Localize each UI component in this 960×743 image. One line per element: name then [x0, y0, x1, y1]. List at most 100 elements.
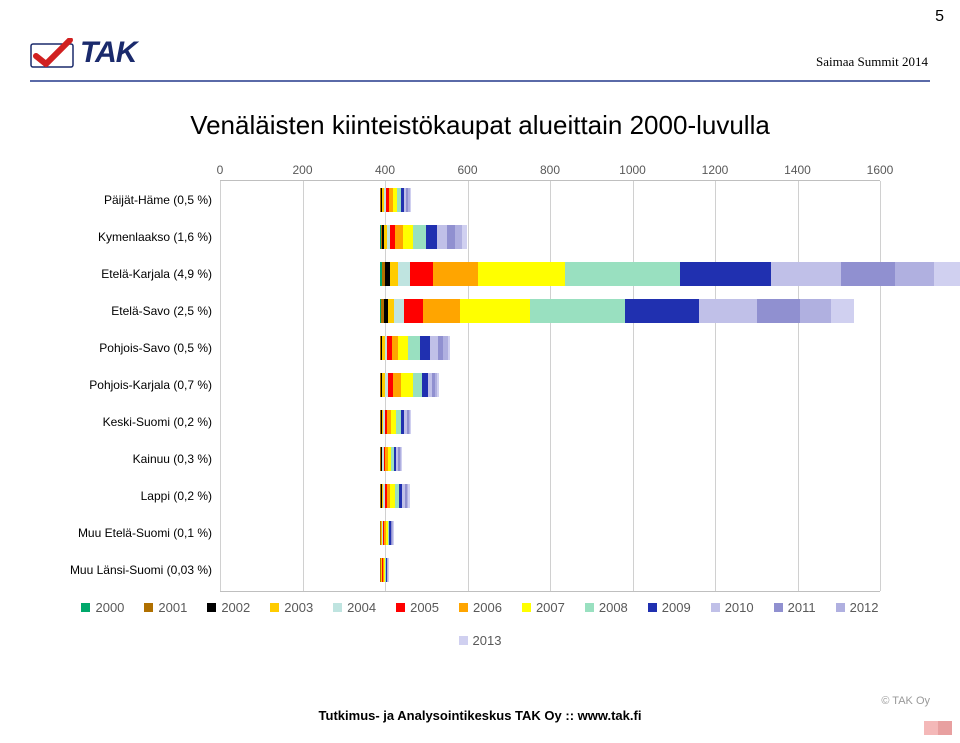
legend-swatch-icon: [81, 603, 90, 612]
logo: TAK: [30, 36, 136, 70]
chart-row: Muu Etelä-Suomi (0,1 %): [220, 514, 880, 551]
bar-segment: [403, 225, 413, 249]
bar-segment: [392, 336, 399, 360]
category-label: Muu Länsi-Suomi (0,03 %): [62, 563, 212, 577]
bar-segment: [408, 484, 409, 508]
chart-plot: 02004006008001000120014001600Päijät-Häme…: [220, 180, 880, 592]
legend-item: 2009: [648, 600, 691, 615]
chart-row: Kainuu (0,3 %): [220, 440, 880, 477]
legend-label: 2003: [284, 600, 313, 615]
legend-item: 2013: [459, 633, 502, 648]
header-subtitle: Saimaa Summit 2014: [816, 54, 928, 70]
legend-swatch-icon: [396, 603, 405, 612]
legend-label: 2009: [662, 600, 691, 615]
category-label: Päijät-Häme (0,5 %): [62, 193, 212, 207]
bar-segment: [410, 262, 433, 286]
category-label: Lappi (0,2 %): [62, 489, 212, 503]
legend-item: 2011: [774, 600, 816, 615]
x-tick-label: 0: [217, 163, 224, 177]
bar-segment: [565, 262, 681, 286]
bar-segment: [401, 447, 402, 471]
bar-stack: [380, 521, 393, 545]
bar-segment: [625, 299, 699, 323]
legend-item: 2004: [333, 600, 376, 615]
legend-item: 2006: [459, 600, 502, 615]
legend-label: 2007: [536, 600, 565, 615]
footer-text: Tutkimus- ja Analysointikeskus TAK Oy ::…: [0, 708, 960, 723]
legend-item: 2001: [144, 600, 187, 615]
legend-label: 2010: [725, 600, 754, 615]
legend-label: 2013: [473, 633, 502, 648]
chart-area: 02004006008001000120014001600Päijät-Häme…: [60, 160, 900, 640]
chart-row: Lappi (0,2 %): [220, 477, 880, 514]
bar-segment: [460, 299, 530, 323]
legend-swatch-icon: [333, 603, 342, 612]
legend-label: 2005: [410, 600, 439, 615]
bar-segment: [393, 373, 401, 397]
logo-text: TAK: [80, 36, 136, 70]
bar-segment: [934, 262, 960, 286]
bar-stack: [380, 447, 402, 471]
grid-line: [880, 181, 881, 591]
bar-segment: [771, 262, 841, 286]
header-divider: [30, 80, 930, 82]
page-number: 5: [935, 8, 944, 26]
x-tick-label: 1400: [784, 163, 811, 177]
legend-item: 2002: [207, 600, 250, 615]
legend-label: 2006: [473, 600, 502, 615]
bar-segment: [437, 225, 447, 249]
legend-label: 2001: [158, 600, 187, 615]
legend-swatch-icon: [207, 603, 216, 612]
bar-segment: [401, 373, 413, 397]
chart-row: Keski-Suomi (0,2 %): [220, 403, 880, 440]
legend-label: 2002: [221, 600, 250, 615]
bar-segment: [757, 299, 800, 323]
bar-segment: [413, 373, 421, 397]
bar-segment: [420, 336, 430, 360]
legend-item: 2003: [270, 600, 313, 615]
bar-stack: [380, 299, 854, 323]
legend-label: 2012: [850, 600, 879, 615]
bar-segment: [841, 262, 895, 286]
bar-segment: [447, 225, 455, 249]
bar-segment: [408, 336, 420, 360]
x-tick-label: 800: [540, 163, 560, 177]
bar-segment: [404, 299, 423, 323]
bar-segment: [455, 225, 462, 249]
bar-segment: [433, 262, 478, 286]
x-tick-label: 1000: [619, 163, 646, 177]
chart-row: Muu Länsi-Suomi (0,03 %): [220, 551, 880, 588]
corner-accent-icon: [924, 721, 952, 735]
bar-segment: [437, 373, 439, 397]
category-label: Muu Etelä-Suomi (0,1 %): [62, 526, 212, 540]
bar-segment: [395, 225, 402, 249]
legend-swatch-icon: [648, 603, 657, 612]
bar-stack: [380, 225, 467, 249]
chart-row: Pohjois-Karjala (0,7 %): [220, 366, 880, 403]
bar-stack: [380, 262, 960, 286]
legend-swatch-icon: [836, 603, 845, 612]
x-tick-label: 200: [292, 163, 312, 177]
legend-swatch-icon: [459, 603, 468, 612]
legend-label: 2004: [347, 600, 376, 615]
bar-segment: [462, 225, 467, 249]
page: 5 TAK Saimaa Summit 2014 Venäläisten kii…: [0, 0, 960, 743]
bar-segment: [413, 225, 426, 249]
bar-segment: [680, 262, 771, 286]
legend-item: 2008: [585, 600, 628, 615]
bar-segment: [398, 262, 410, 286]
category-label: Etelä-Karjala (4,9 %): [62, 267, 212, 281]
bar-stack: [380, 484, 410, 508]
chart-row: Pohjois-Savo (0,5 %): [220, 329, 880, 366]
chart-row: Kymenlaakso (1,6 %): [220, 218, 880, 255]
bar-segment: [390, 262, 397, 286]
legend-item: 2012: [836, 600, 879, 615]
logo-mark-icon: [30, 38, 74, 68]
bar-segment: [410, 410, 411, 434]
legend-swatch-icon: [459, 636, 468, 645]
chart-row: Päijät-Häme (0,5 %): [220, 181, 880, 218]
copyright: © TAK Oy: [881, 695, 930, 707]
x-tick-label: 1200: [702, 163, 729, 177]
accent-square: [924, 721, 938, 735]
legend-label: 2000: [95, 600, 124, 615]
